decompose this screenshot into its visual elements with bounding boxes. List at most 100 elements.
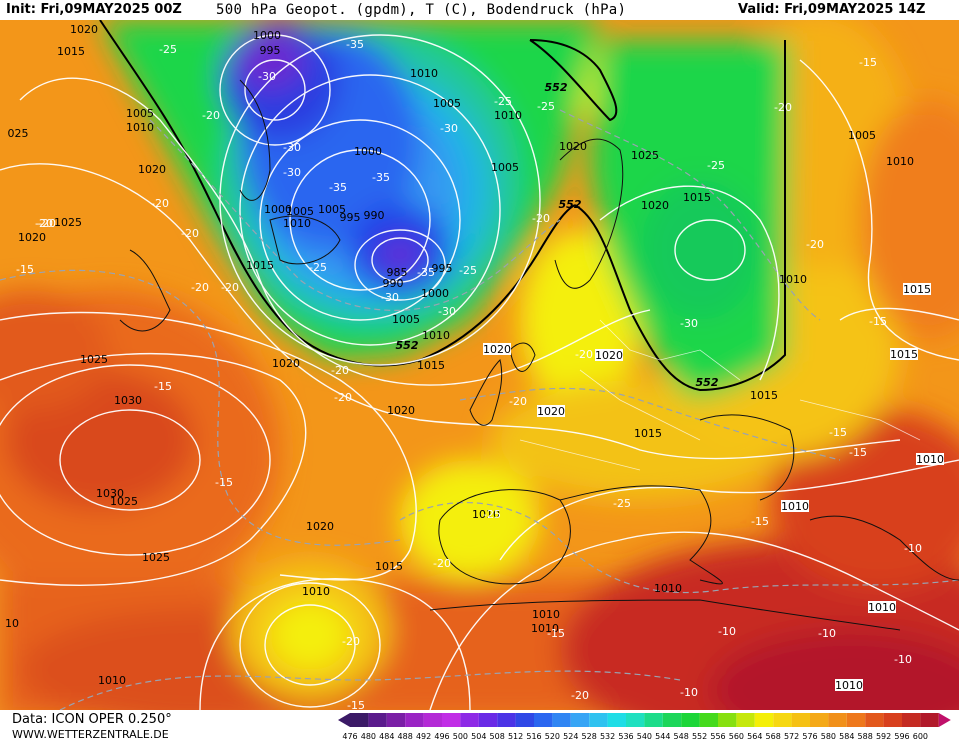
- svg-text:1010: 1010: [835, 679, 863, 692]
- scale-swatch: [552, 713, 571, 727]
- svg-text:-15: -15: [215, 476, 233, 489]
- svg-text:-15: -15: [154, 380, 172, 393]
- scale-swatch: [460, 713, 479, 727]
- pressure-label: 1020: [306, 520, 334, 533]
- temp-label: -10: [818, 627, 836, 640]
- svg-text:1025: 1025: [54, 216, 82, 229]
- temp-label: -25: [309, 261, 327, 274]
- pressure-label: 1000: [264, 203, 292, 216]
- svg-text:-20: -20: [571, 689, 589, 702]
- svg-text:1015: 1015: [890, 348, 918, 361]
- svg-text:1010: 1010: [410, 67, 438, 80]
- scale-tick-label: 480: [361, 732, 376, 741]
- svg-text:-20: -20: [509, 395, 527, 408]
- svg-text:-35: -35: [346, 38, 364, 51]
- temp-label: -20: [151, 197, 169, 210]
- svg-text:1015: 1015: [634, 427, 662, 440]
- scale-tick-label: 500: [453, 732, 468, 741]
- pressure-labels: 1020 1015 1005 1010 1025 1020 1025 1020 …: [5, 23, 944, 692]
- pressure-label: 1010: [494, 109, 522, 122]
- pressure-label: 1015: [375, 560, 403, 573]
- pressure-label: 1025: [142, 551, 170, 564]
- scale-swatch: [681, 713, 700, 727]
- svg-text:-15: -15: [869, 315, 887, 328]
- pressure-label: 1020: [641, 199, 669, 212]
- temp-label: -10: [718, 625, 736, 638]
- scale-swatch: [846, 713, 866, 727]
- pressure-label: 1005: [491, 161, 519, 174]
- svg-text:025: 025: [8, 127, 29, 140]
- temp-label: -20: [806, 238, 824, 251]
- scale-arrow-right: [938, 713, 951, 727]
- svg-text:-35: -35: [372, 171, 390, 184]
- svg-text:-15: -15: [859, 56, 877, 69]
- scale-tick-label: 560: [729, 732, 744, 741]
- map-header: Init: Fri,09MAY2025 00Z 500 hPa Geopot. …: [0, 0, 959, 20]
- svg-text:-15: -15: [347, 699, 365, 710]
- svg-text:1010: 1010: [886, 155, 914, 168]
- scale-tick-label: 596: [894, 732, 909, 741]
- isobars: [0, 34, 959, 710]
- svg-text:-20: -20: [35, 217, 53, 230]
- pressure-label: 1025: [80, 353, 108, 366]
- pressure-label: 1010: [126, 121, 154, 134]
- pressure-label: 995: [432, 262, 453, 275]
- pressure-label: 1030: [96, 487, 124, 500]
- svg-text:-30: -30: [283, 141, 301, 154]
- svg-text:-25: -25: [494, 95, 512, 108]
- svg-text:1015: 1015: [683, 191, 711, 204]
- valid-time: Valid: Fri,09MAY2025 14Z: [738, 2, 926, 17]
- svg-text:1005: 1005: [848, 129, 876, 142]
- pressure-label: 1020: [595, 349, 623, 362]
- scale-swatch: [644, 713, 663, 727]
- scale-tick-label: 496: [434, 732, 449, 741]
- svg-text:1010: 1010: [126, 121, 154, 134]
- svg-text:-15: -15: [547, 627, 565, 640]
- svg-text:1015: 1015: [750, 389, 778, 402]
- svg-text:-25: -25: [537, 100, 555, 113]
- svg-text:-10: -10: [904, 542, 922, 555]
- svg-text:-15: -15: [16, 263, 34, 276]
- svg-text:1000: 1000: [264, 203, 292, 216]
- pressure-label: 1010: [532, 608, 560, 621]
- temp-label: -15: [829, 426, 847, 439]
- svg-text:10: 10: [5, 617, 19, 630]
- temp-label: -20: [331, 364, 349, 377]
- scale-tick-label: 576: [802, 732, 817, 741]
- svg-text:1020: 1020: [483, 343, 511, 356]
- svg-text:1020: 1020: [138, 163, 166, 176]
- svg-text:1015: 1015: [375, 560, 403, 573]
- scale-tick-label: 584: [839, 732, 854, 741]
- svg-text:-25: -25: [459, 264, 477, 277]
- scale-tick-label: 524: [563, 732, 578, 741]
- svg-text:1015: 1015: [57, 45, 85, 58]
- pressure-label: 10: [5, 617, 19, 630]
- pressure-label: 1020: [387, 404, 415, 417]
- website-label: WWW.WETTERZENTRALE.DE: [12, 728, 169, 741]
- temp-label: -20: [342, 635, 360, 648]
- temp-label: -35: [372, 171, 390, 184]
- scale-tick-label: 572: [784, 732, 799, 741]
- scale-swatch: [589, 713, 608, 727]
- scale-swatch: [570, 713, 590, 727]
- temp-label: -15: [16, 263, 34, 276]
- temperature-labels: -25 -30 -35 -30 -20 -20 -25 -20 -20 -15 …: [16, 38, 922, 710]
- scale-swatch: [736, 713, 755, 727]
- scale-tick-label: 540: [637, 732, 652, 741]
- svg-text:-10: -10: [680, 686, 698, 699]
- scale-tick-label: 488: [398, 732, 413, 741]
- svg-text:1010: 1010: [781, 500, 809, 513]
- temp-label: -25: [483, 508, 501, 521]
- svg-text:1010: 1010: [494, 109, 522, 122]
- svg-text:995: 995: [340, 211, 361, 224]
- scale-swatch: [865, 713, 884, 727]
- pressure-label: 1020: [483, 343, 511, 356]
- coastlines: [119, 79, 959, 631]
- pressure-label: 025: [8, 127, 29, 140]
- contour-label: 552: [396, 339, 419, 352]
- temp-label: -25: [159, 43, 177, 56]
- svg-text:1005: 1005: [126, 107, 154, 120]
- pressure-label: 1005: [392, 313, 420, 326]
- svg-text:-20: -20: [202, 109, 220, 122]
- svg-text:-20: -20: [774, 101, 792, 114]
